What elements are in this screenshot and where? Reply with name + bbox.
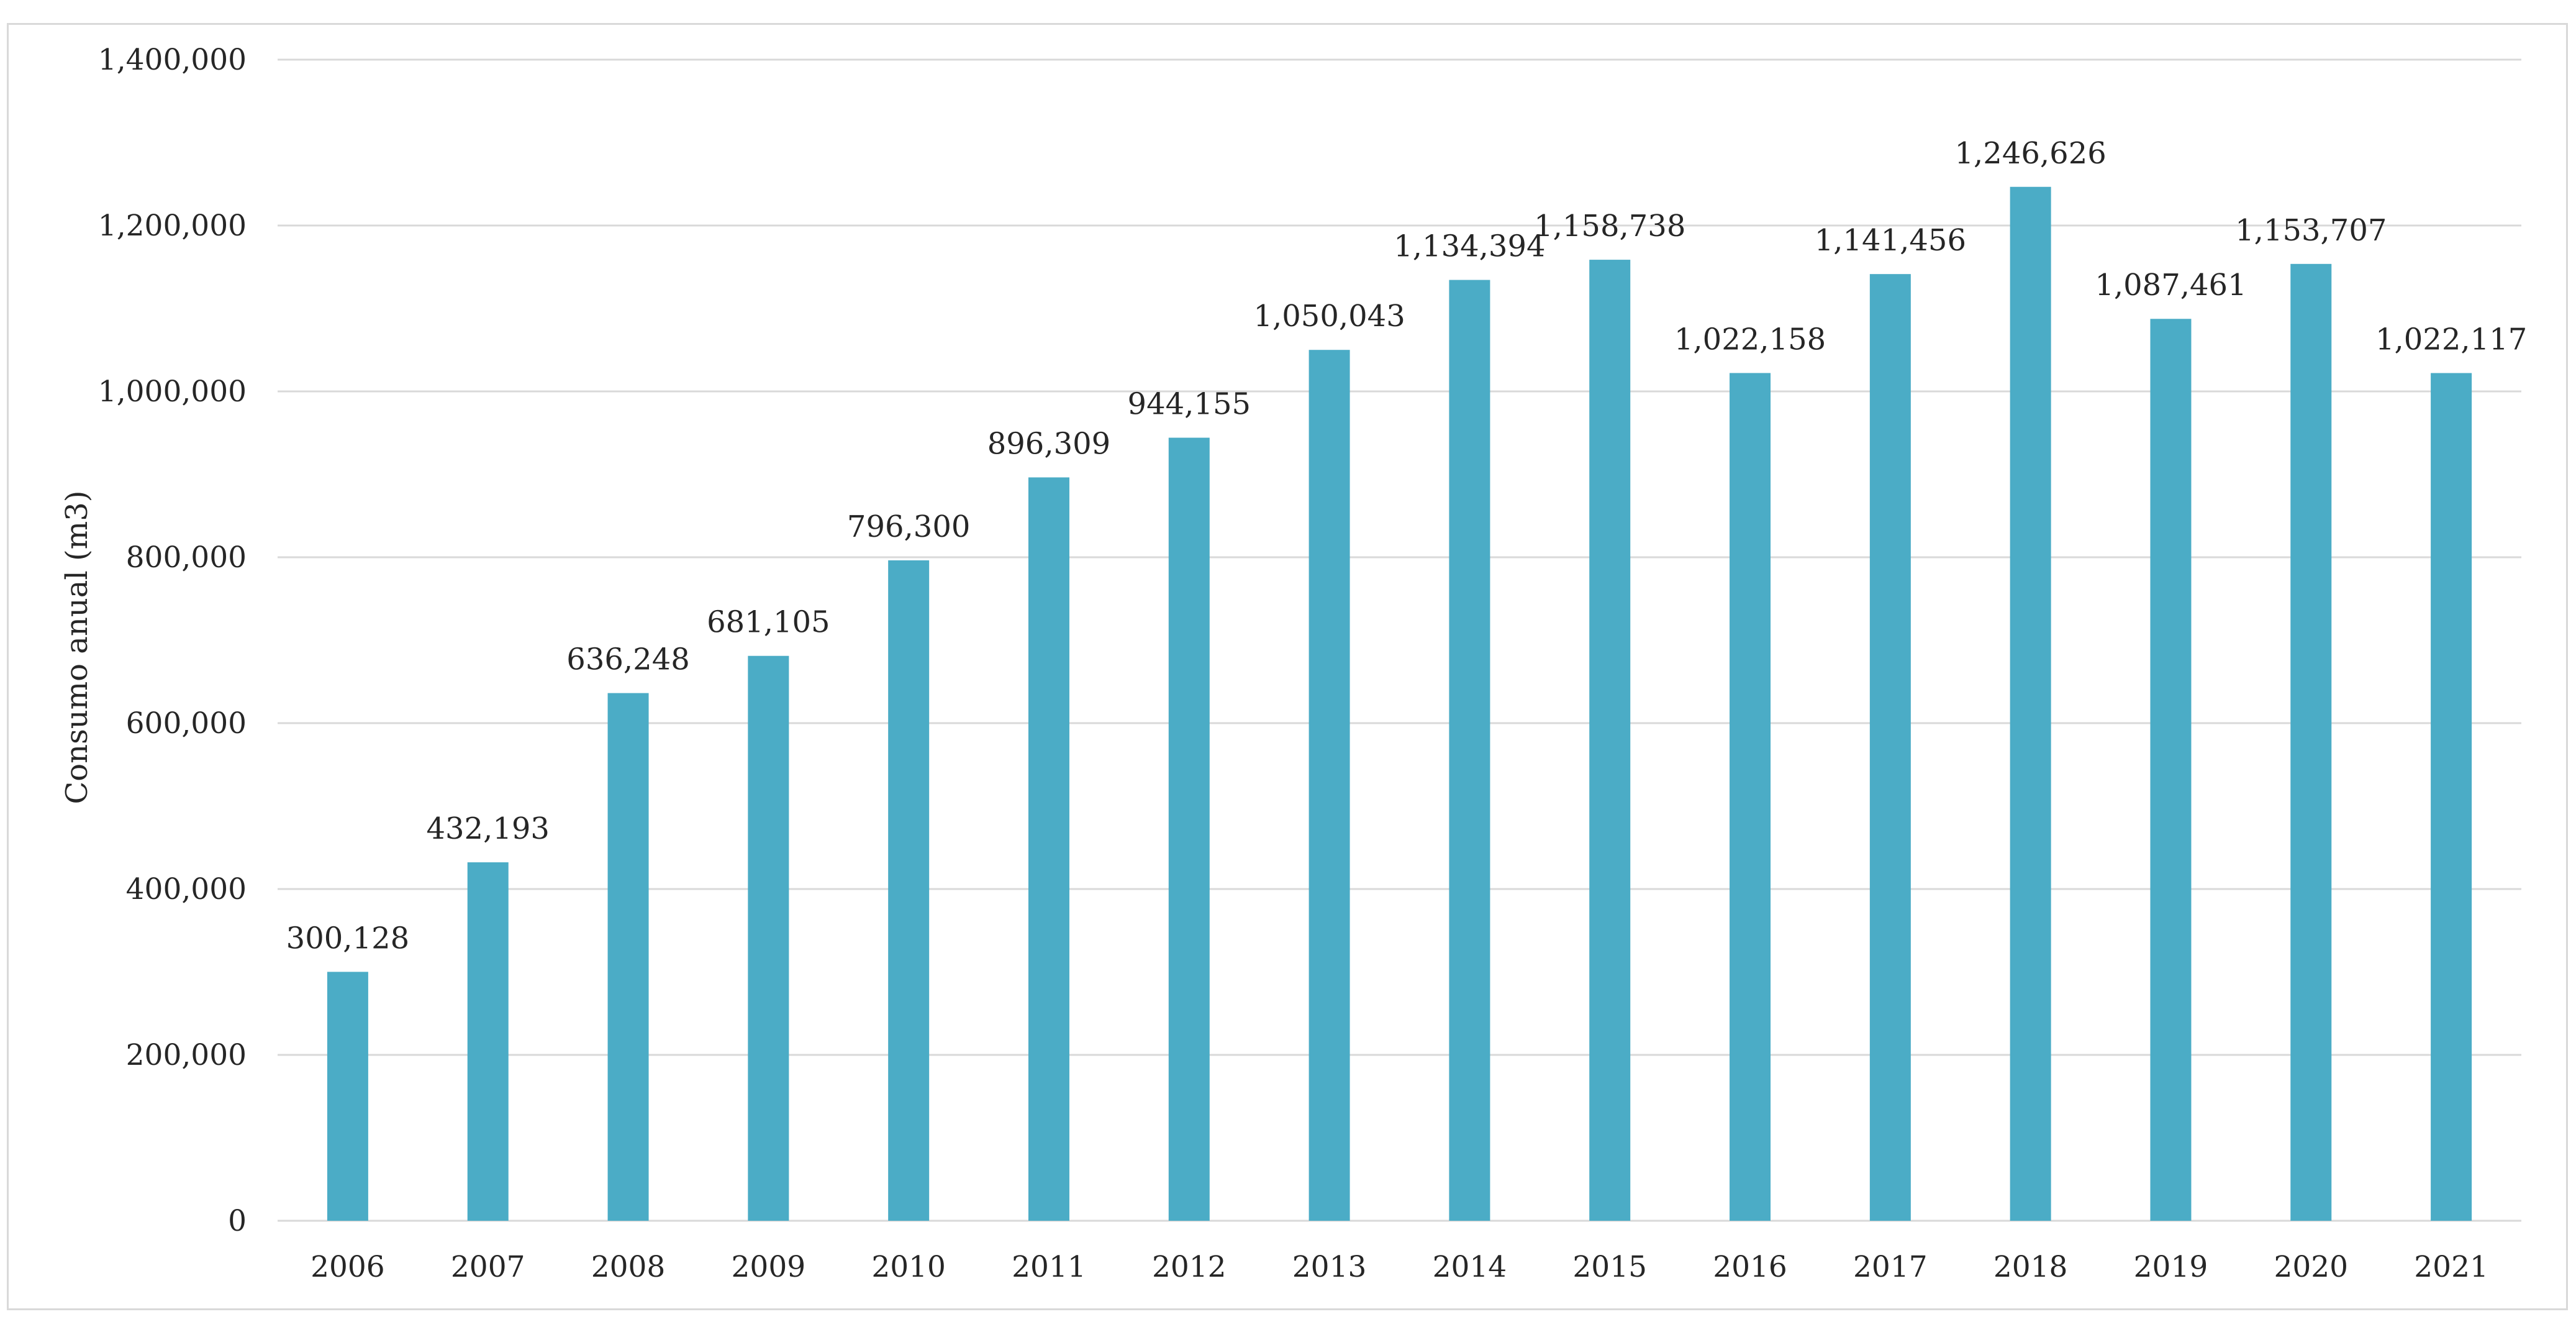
x-tick-label: 2017 <box>1853 1250 1928 1284</box>
y-tick-label: 800,000 <box>126 540 247 575</box>
x-tick-label: 2020 <box>2274 1250 2348 1284</box>
y-tick-label: 400,000 <box>126 872 247 906</box>
data-label: 1,087,461 <box>2095 268 2246 303</box>
data-label: 1,141,456 <box>1815 223 1966 258</box>
data-label: 1,050,043 <box>1253 299 1405 334</box>
x-tick-label: 2008 <box>591 1250 666 1284</box>
x-tick-label: 2013 <box>1292 1250 1367 1284</box>
bar-2015 <box>1589 260 1631 1221</box>
data-labels: 300,128 432,193 636,248 681,105 796,300 896,3… <box>286 136 2528 956</box>
bar-2018 <box>2010 186 2051 1221</box>
bar-2011 <box>1028 477 1069 1221</box>
data-label: 1,022,158 <box>1674 322 1826 357</box>
data-label: 432,193 <box>426 811 550 846</box>
x-tick-label: 2021 <box>2414 1250 2488 1284</box>
x-tick-label: 2019 <box>2134 1250 2208 1284</box>
data-label: 896,309 <box>987 426 1111 461</box>
bar-2007 <box>467 862 509 1221</box>
x-tick-label: 2011 <box>1012 1250 1086 1284</box>
y-tick-label: 1,200,000 <box>98 209 247 243</box>
data-label: 636,248 <box>566 642 690 677</box>
y-tick-label: 1,000,000 <box>98 375 247 409</box>
bar-2010 <box>888 560 930 1221</box>
x-tick-label: 2010 <box>871 1250 946 1284</box>
x-axis-tick-labels: 2006 2007 2008 2009 2010 2011 2012 2013 2014 2015… <box>311 1250 2488 1284</box>
data-label: 1,134,394 <box>1394 229 1545 264</box>
bar-2013 <box>1308 350 1350 1221</box>
x-tick-label: 2006 <box>311 1250 385 1284</box>
gridlines <box>278 58 2521 1222</box>
y-tick-label: 600,000 <box>126 706 247 741</box>
y-tick-label: 200,000 <box>126 1038 247 1072</box>
bar-2012 <box>1168 437 1210 1221</box>
data-label: 796,300 <box>847 509 971 544</box>
bar-2009 <box>748 655 789 1221</box>
bar-2020 <box>2290 263 2332 1221</box>
data-label: 1,022,117 <box>2375 322 2527 357</box>
data-label: 1,158,738 <box>1534 209 1685 244</box>
x-tick-label: 2016 <box>1713 1250 1787 1284</box>
data-label: 944,155 <box>1128 387 1251 422</box>
x-tick-label: 2018 <box>1993 1250 2068 1284</box>
bar-2019 <box>2150 319 2192 1221</box>
bar-2014 <box>1449 280 1490 1221</box>
data-label: 300,128 <box>286 921 410 955</box>
bars <box>327 186 2472 1221</box>
x-tick-label: 2009 <box>732 1250 806 1284</box>
x-tick-label: 2015 <box>1572 1250 1647 1284</box>
bar-2017 <box>1869 274 1911 1221</box>
data-label: 1,246,626 <box>1955 136 2107 171</box>
bar-2021 <box>2431 373 2472 1221</box>
x-tick-label: 2012 <box>1152 1250 1227 1284</box>
y-tick-label: 0 <box>228 1204 247 1238</box>
x-tick-label: 2014 <box>1433 1250 1507 1284</box>
bar-2006 <box>327 972 368 1221</box>
bar-2008 <box>607 693 649 1221</box>
y-axis-tick-labels: 0 200,000 400,000 600,000 800,000 1,000,000 1,… <box>98 43 247 1238</box>
y-tick-label: 1,400,000 <box>98 43 247 77</box>
bar-2016 <box>1730 373 1771 1221</box>
x-tick-label: 2007 <box>451 1250 525 1284</box>
y-axis-title: Consumo anual (m3) <box>60 491 94 805</box>
chart-frame <box>7 23 2568 1310</box>
data-label: 681,105 <box>707 605 830 640</box>
data-label: 1,153,707 <box>2235 213 2387 248</box>
